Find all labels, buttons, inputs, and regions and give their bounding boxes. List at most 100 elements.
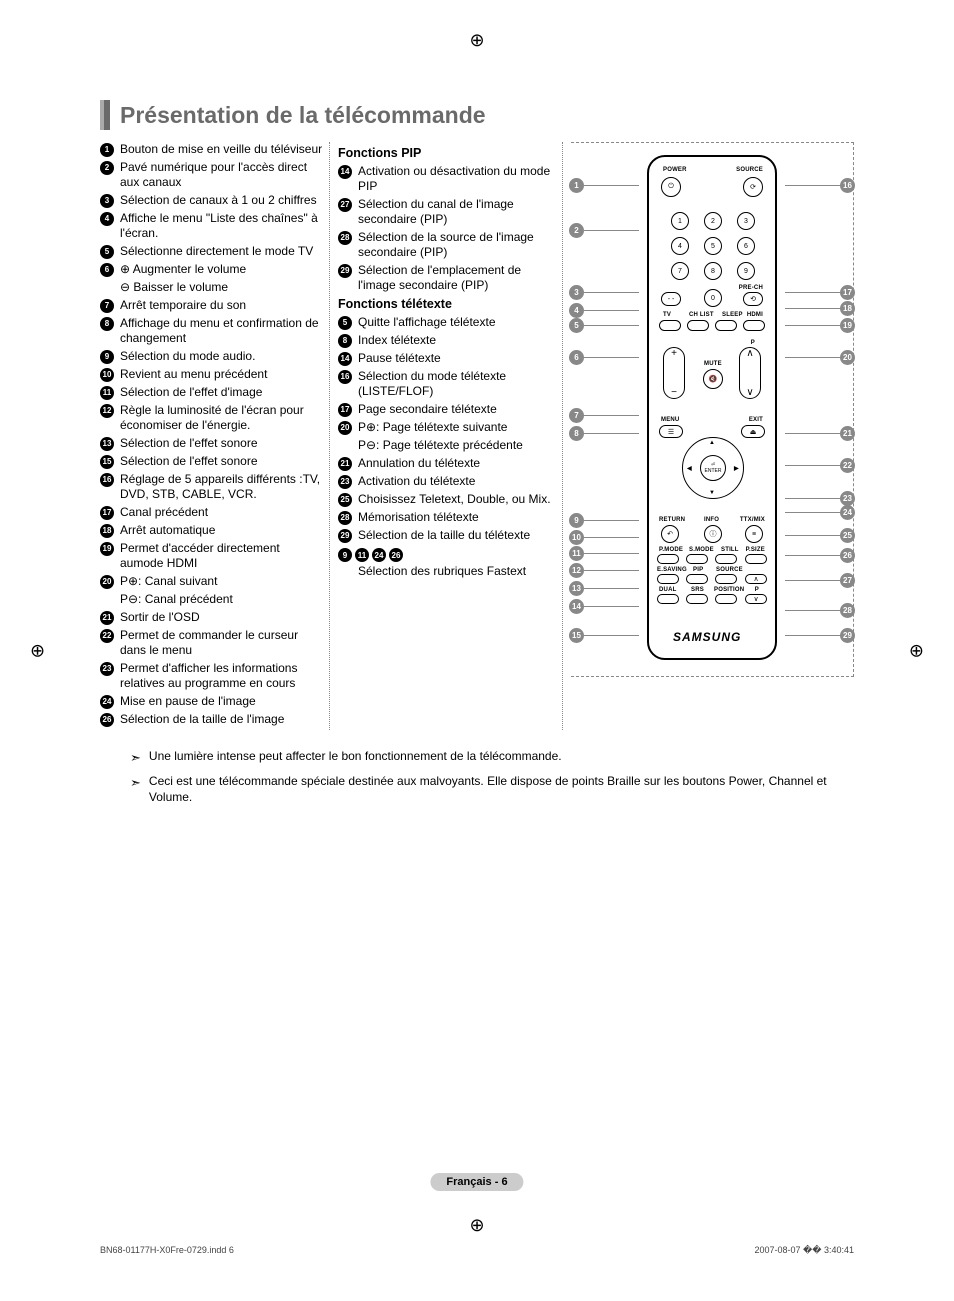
list-item: 15 Sélection de l'effet sonore: [100, 454, 323, 469]
pmode-button[interactable]: [657, 554, 679, 564]
esaving-button[interactable]: [657, 574, 679, 584]
list-item-text: Quitte l'affichage télétexte: [358, 315, 556, 330]
callout-badge: 10: [569, 530, 584, 545]
info-button[interactable]: ⓘ: [704, 525, 722, 543]
list-item-text: Sélectionne directement le mode TV: [120, 244, 323, 259]
srs-button[interactable]: [686, 594, 708, 604]
digit-5[interactable]: 5: [704, 237, 722, 255]
list-item: 17 Page secondaire télétexte: [338, 402, 556, 417]
sleep-button[interactable]: [715, 320, 737, 331]
source2-button[interactable]: [715, 574, 737, 584]
callout-badge: 27: [840, 573, 855, 588]
label-tv: TV: [663, 312, 671, 318]
dual-button[interactable]: [657, 594, 679, 604]
callout-badge: 17: [840, 285, 855, 300]
source-button[interactable]: ⟳: [743, 177, 763, 197]
pdown-button[interactable]: ∨: [745, 594, 767, 604]
list-item: 5 Quitte l'affichage télétexte: [338, 315, 556, 330]
power-button[interactable]: ⏻: [661, 177, 681, 197]
callout-line: [785, 433, 840, 434]
chlist-button[interactable]: [687, 320, 709, 331]
page-title: Présentation de la télécommande: [120, 102, 486, 129]
digit-7[interactable]: 7: [671, 262, 689, 280]
tv-button[interactable]: [659, 320, 681, 331]
digit-4[interactable]: 4: [671, 237, 689, 255]
callout-line: [785, 512, 840, 513]
menu-button[interactable]: ☰: [659, 425, 683, 438]
note-text: Ceci est une télécommande spéciale desti…: [149, 773, 854, 805]
hdmi-button[interactable]: [743, 320, 765, 331]
list-item: 22 Permet de commander le curseur dans l…: [100, 628, 323, 658]
callout-line: [785, 580, 840, 581]
callout-line: [584, 310, 639, 311]
fastext-label: Sélection des rubriques Fastext: [358, 564, 556, 579]
dash-button[interactable]: - -: [661, 292, 681, 306]
pup-button[interactable]: ∧: [745, 574, 767, 584]
list-item: 27 Sélection du canal de l'image seconda…: [338, 197, 556, 227]
psize-button[interactable]: [745, 554, 767, 564]
mute-button[interactable]: 🔇: [703, 369, 723, 389]
exit-button[interactable]: ⏏: [741, 425, 765, 438]
ttxmix-button[interactable]: ≡: [745, 525, 763, 543]
nav-left-icon: ◀: [687, 465, 692, 472]
list-item: 18 Arrêt automatique: [100, 523, 323, 538]
list-item: 16 Sélection du mode télétexte (LISTE/FL…: [338, 369, 556, 399]
digit-8[interactable]: 8: [704, 262, 722, 280]
list-item-text: Affichage du menu et confirmation de cha…: [120, 316, 323, 346]
index-badge: 16: [338, 370, 352, 384]
list-item: 20 P⊕: Canal suivant: [100, 574, 323, 589]
index-badge: 21: [100, 611, 114, 625]
still-button[interactable]: [715, 554, 737, 564]
index-badge: 1: [100, 143, 114, 157]
return-button[interactable]: ↶: [661, 525, 679, 543]
index-badge: 28: [338, 231, 352, 245]
list-item-text: Réglage de 5 appareils différents :TV, D…: [120, 472, 323, 502]
index-badge: 25: [338, 493, 352, 507]
index-badge: 11: [355, 548, 369, 562]
pip-button[interactable]: [686, 574, 708, 584]
callout-line: [584, 588, 639, 589]
digit-9[interactable]: 9: [737, 262, 755, 280]
list-item-text: Sélection de canaux à 1 ou 2 chiffres: [120, 193, 323, 208]
index-badge: 14: [338, 352, 352, 366]
index-badge: 5: [100, 245, 114, 259]
callout-badge: 23: [840, 491, 855, 506]
registration-mark-right: ⊕: [909, 640, 924, 661]
callout-badge: 3: [569, 285, 584, 300]
callout-badge: 20: [840, 350, 855, 365]
callout-line: [785, 498, 840, 499]
index-badge: 23: [100, 662, 114, 676]
position-button[interactable]: [715, 594, 737, 604]
digit-0[interactable]: 0: [704, 289, 722, 307]
list-item: 11 Sélection de l'effet d'image: [100, 385, 323, 400]
prech-button[interactable]: ⟲: [743, 292, 763, 306]
title-bar: Présentation de la télécommande: [100, 100, 854, 130]
callout-badge: 6: [569, 350, 584, 365]
list-item-text: Sélection de l'effet sonore: [120, 436, 323, 451]
digit-3[interactable]: 3: [737, 212, 755, 230]
callout-badge: 13: [569, 581, 584, 596]
column-functions-secondary: Fonctions PIP 14 Activation ou désactiva…: [338, 142, 563, 730]
digit-2[interactable]: 2: [704, 212, 722, 230]
list-item-text: Mise en pause de l'image: [120, 694, 323, 709]
footer-timestamp: 2007-08-07 �� 3:40:41: [754, 1245, 854, 1256]
index-badge: 22: [100, 629, 114, 643]
channel-rocker[interactable]: ∧ ∨: [739, 347, 761, 399]
list-item: 8 Affichage du menu et confirmation de c…: [100, 316, 323, 346]
volume-rocker[interactable]: + −: [663, 347, 685, 399]
list-item: 20 P⊕: Page télétexte suivante: [338, 420, 556, 435]
list-item: 6 ⊕ Augmenter le volume: [100, 262, 323, 277]
list-item: 4 Affiche le menu "Liste des chaînes" à …: [100, 211, 323, 241]
digit-1[interactable]: 1: [671, 212, 689, 230]
enter-button[interactable]: ⏎ENTER: [700, 455, 726, 481]
list-item-text: Affiche le menu "Liste des chaînes" à l'…: [120, 211, 323, 241]
index-badge: 7: [100, 299, 114, 313]
label-dual: DUAL: [659, 587, 676, 593]
callout-badge: 26: [840, 548, 855, 563]
list-item-text: Sélection de l'emplacement de l'image se…: [358, 263, 556, 293]
list-item: 21 Annulation du télétexte: [338, 456, 556, 471]
list-item-text: Sélection de la taille de l'image: [120, 712, 323, 727]
callout-line: [785, 555, 840, 556]
smode-button[interactable]: [686, 554, 708, 564]
digit-6[interactable]: 6: [737, 237, 755, 255]
